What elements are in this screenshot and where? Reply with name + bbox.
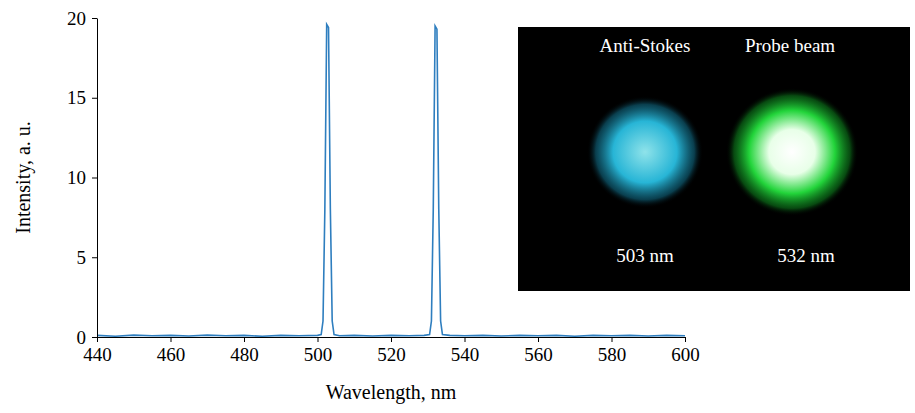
x-tick-mark bbox=[465, 337, 466, 342]
inset-label: Probe beam bbox=[745, 35, 835, 56]
x-tick: 580 bbox=[598, 337, 627, 365]
x-tick-mark bbox=[318, 337, 319, 342]
y-axis: 0 5 10 15 20 bbox=[67, 8, 98, 348]
y-tick-label: 15 bbox=[67, 87, 86, 108]
y-tick-label: 10 bbox=[67, 167, 86, 188]
x-tick-mark bbox=[391, 337, 392, 342]
y-tick: 20 bbox=[67, 8, 97, 29]
y-axis-title: Intensity, a. u. bbox=[12, 121, 35, 234]
y-axis-line bbox=[97, 19, 98, 338]
x-tick-label: 500 bbox=[304, 344, 333, 365]
x-tick-label: 600 bbox=[671, 344, 700, 365]
x-tick-label: 520 bbox=[377, 344, 406, 365]
x-tick: 440 bbox=[83, 337, 112, 365]
x-tick: 460 bbox=[157, 337, 186, 365]
y-tick: 0 bbox=[77, 327, 98, 348]
x-tick: 480 bbox=[230, 337, 259, 365]
x-axis-title: Wavelength, nm bbox=[326, 381, 457, 404]
inset-label: Anti-Stokes bbox=[600, 35, 691, 56]
x-tick-mark bbox=[97, 337, 98, 342]
probe-spot bbox=[726, 88, 858, 216]
y-tick-mark bbox=[92, 337, 97, 338]
x-axis: 440 460 480 500 520 540 560 580 600 bbox=[83, 337, 700, 365]
y-tick: 10 bbox=[67, 167, 97, 188]
x-tick-mark bbox=[612, 337, 613, 342]
inset-label: 503 nm bbox=[616, 245, 674, 266]
x-tick-mark bbox=[244, 337, 245, 342]
anti-stokes-spot bbox=[587, 96, 703, 208]
x-tick: 500 bbox=[304, 337, 333, 365]
x-tick-mark bbox=[685, 337, 686, 342]
x-tick-label: 440 bbox=[83, 344, 112, 365]
y-tick-label: 20 bbox=[67, 8, 86, 29]
x-tick-label: 580 bbox=[598, 344, 627, 365]
y-tick-mark bbox=[92, 98, 97, 99]
x-tick: 520 bbox=[377, 337, 406, 365]
y-tick: 15 bbox=[67, 87, 97, 108]
y-tick-label: 5 bbox=[77, 247, 87, 268]
x-tick-label: 560 bbox=[524, 344, 553, 365]
chart: 440 460 480 500 520 540 560 580 600 0 5 10 15 20 Wavel… bbox=[0, 0, 915, 413]
inset-background bbox=[518, 27, 910, 291]
inset-label: 532 nm bbox=[777, 245, 835, 266]
x-tick: 540 bbox=[451, 337, 480, 365]
x-tick-mark bbox=[538, 337, 539, 342]
x-tick-label: 460 bbox=[157, 344, 186, 365]
y-tick: 5 bbox=[77, 247, 98, 268]
x-tick: 600 bbox=[671, 337, 700, 365]
x-tick-mark bbox=[171, 337, 172, 342]
y-tick-mark bbox=[92, 18, 97, 19]
y-tick-mark bbox=[92, 257, 97, 258]
y-tick-label: 0 bbox=[77, 327, 87, 348]
x-tick-label: 540 bbox=[451, 344, 480, 365]
inset-photo: Anti-Stokes Probe beam 503 nm 532 nm bbox=[518, 27, 910, 291]
y-tick-mark bbox=[92, 178, 97, 179]
x-tick-label: 480 bbox=[230, 344, 259, 365]
x-tick: 560 bbox=[524, 337, 553, 365]
